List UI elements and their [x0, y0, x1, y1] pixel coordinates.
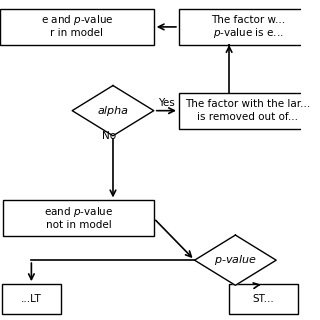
- FancyBboxPatch shape: [2, 284, 61, 314]
- Text: Yes: Yes: [158, 98, 175, 108]
- Polygon shape: [72, 85, 154, 136]
- Text: eand $p$-value: eand $p$-value: [44, 205, 113, 219]
- FancyBboxPatch shape: [179, 9, 317, 45]
- Text: e and $p$-value: e and $p$-value: [41, 13, 113, 28]
- Polygon shape: [195, 235, 276, 285]
- Text: No: No: [102, 131, 116, 141]
- Text: ST...: ST...: [253, 294, 275, 304]
- Text: The factor w...: The factor w...: [211, 15, 285, 26]
- Text: r in model: r in model: [50, 28, 103, 38]
- Text: $p$-value: $p$-value: [214, 253, 257, 267]
- Text: The factor with the lar...: The factor with the lar...: [185, 99, 311, 109]
- FancyBboxPatch shape: [179, 93, 317, 129]
- FancyBboxPatch shape: [0, 9, 154, 45]
- FancyBboxPatch shape: [229, 284, 298, 314]
- Text: ...LT: ...LT: [21, 294, 42, 304]
- Text: not in model: not in model: [45, 220, 111, 230]
- Text: is removed out of...: is removed out of...: [197, 112, 299, 122]
- FancyBboxPatch shape: [3, 200, 154, 236]
- Text: $p$-value is e...: $p$-value is e...: [212, 26, 283, 40]
- Text: alpha: alpha: [98, 106, 129, 116]
